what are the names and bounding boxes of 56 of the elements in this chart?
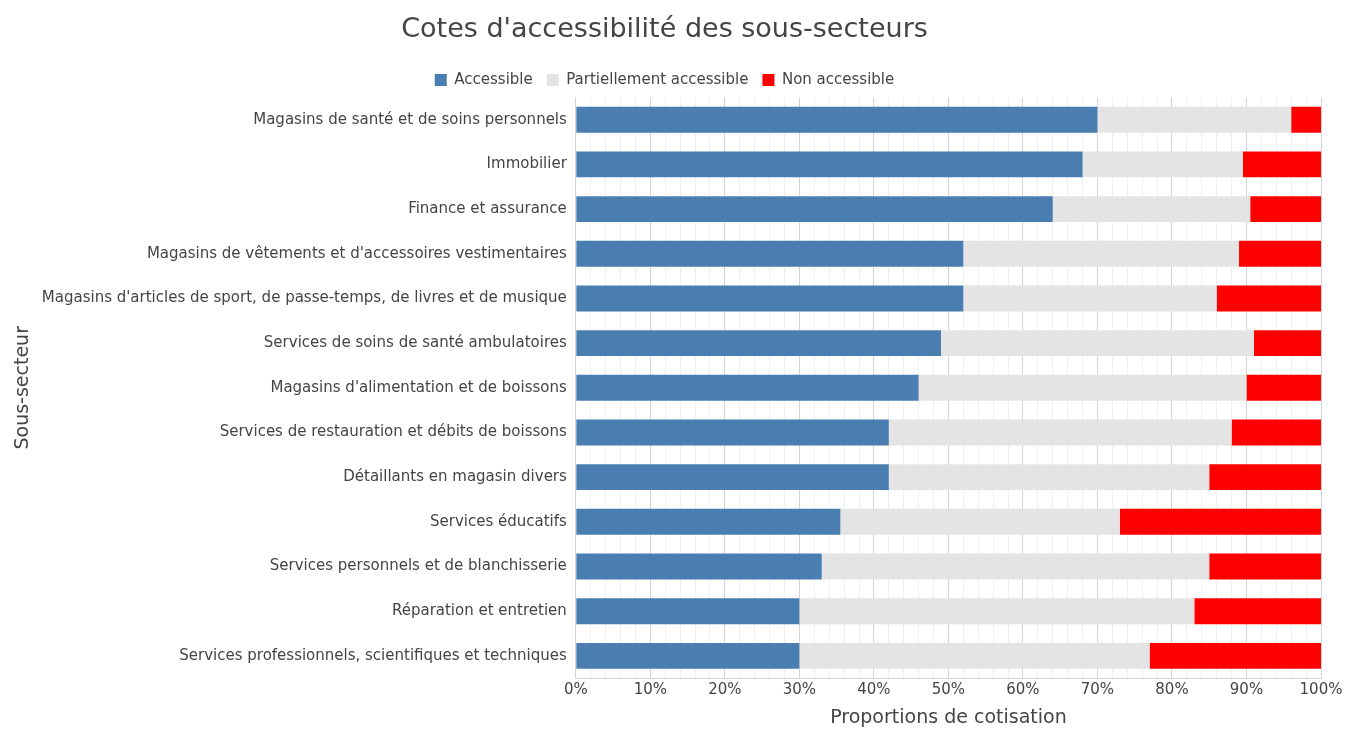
y-tick-label: Magasins d'articles de sport, de passe-temps, de livres et de musique	[41, 288, 567, 307]
x-axis-title: Proportions de cotisation	[830, 704, 1067, 727]
x-tick-label: 20%	[708, 680, 742, 699]
y-tick-label: Magasins de vêtements et d'accessoires vestimentaires	[146, 243, 568, 262]
y-tick-label: Services de soins de santé ambulatoires	[263, 333, 568, 352]
x-tick-label: 10%	[633, 680, 668, 699]
legend-label: Accessible	[454, 69, 533, 88]
x-tick-label: 100%	[1299, 680, 1343, 699]
y-tick-label: Services professionnels, scientifiques et techniques	[179, 645, 568, 664]
bar	[576, 285, 964, 312]
bar	[1149, 642, 1321, 669]
x-tick-label: 60%	[1006, 680, 1040, 699]
y-tick-label: Services personnels et de blanchisserie	[269, 556, 567, 575]
bar	[576, 151, 1083, 178]
y-tick-label: Magasins d'alimentation et de boissons	[270, 377, 568, 396]
x-tick-label: 40%	[857, 680, 891, 699]
bar	[1194, 598, 1321, 625]
chart-title: Cotes d'accessibilité des sous-secteurs	[401, 12, 928, 44]
x-tick-label: 70%	[1080, 680, 1115, 699]
bar	[576, 598, 800, 625]
x-tick-label: 50%	[931, 680, 966, 699]
bar	[576, 240, 964, 267]
legend-label: Partiellement accessible	[566, 69, 749, 88]
x-tick-label: 80%	[1155, 680, 1189, 699]
bar	[1253, 330, 1321, 357]
bar	[1239, 240, 1321, 267]
x-tick-label: 30%	[782, 680, 817, 699]
bar	[1291, 106, 1321, 133]
y-tick-label: Services de restauration et débits de boissons	[219, 422, 568, 441]
bar	[1246, 374, 1321, 401]
bar	[576, 508, 841, 535]
y-tick-label: Détaillants en magasin divers	[343, 467, 568, 486]
y-tick-label: Immobilier	[486, 154, 568, 173]
x-tick-label: 0%	[563, 680, 588, 699]
x-tick-label: 90%	[1229, 680, 1264, 699]
bar	[576, 419, 889, 446]
bar	[1209, 553, 1321, 580]
bar	[1231, 419, 1321, 446]
bar	[1250, 196, 1321, 223]
bar	[576, 196, 1053, 223]
bar	[576, 106, 1098, 133]
y-tick-label: Réparation et entretien	[391, 601, 567, 620]
bar	[1209, 464, 1321, 491]
y-tick-label: Services éducatifs	[429, 511, 568, 530]
y-tick-label: Magasins de santé et de soins personnels	[253, 109, 568, 128]
bar	[1119, 508, 1321, 535]
bar	[1216, 285, 1321, 312]
bar	[576, 642, 800, 669]
bar	[576, 553, 822, 580]
bar	[576, 464, 889, 491]
legend-label: Non accessible	[781, 69, 895, 88]
bar	[1242, 151, 1321, 178]
bar	[576, 374, 919, 401]
y-tick-label: Finance et assurance	[408, 198, 567, 217]
y-axis-title: Sous-secteur	[10, 325, 33, 450]
bar	[576, 330, 941, 357]
